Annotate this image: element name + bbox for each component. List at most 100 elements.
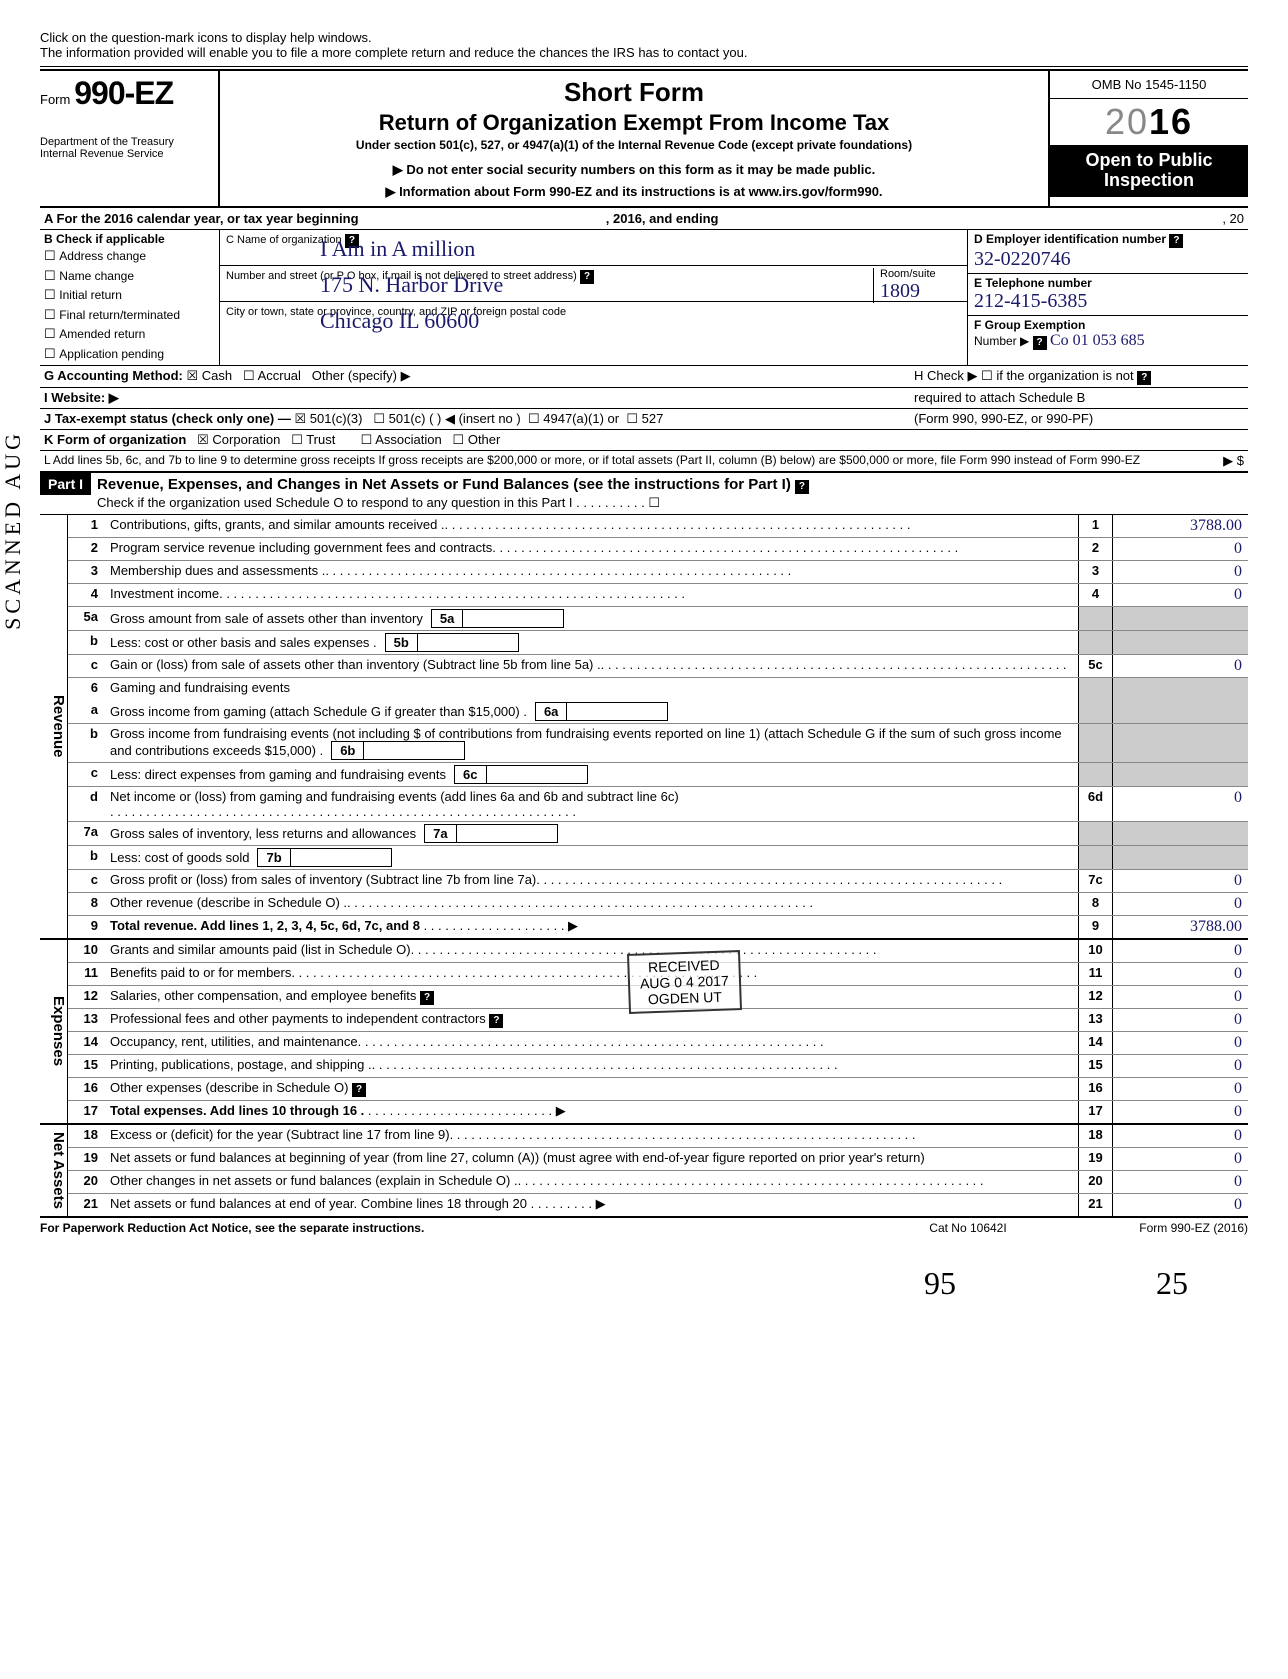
line-6: Gaming and fundraising events — [106, 678, 1078, 700]
chk-name-change[interactable]: Name change — [44, 266, 215, 286]
line-15-value: 0 — [1113, 1055, 1248, 1077]
top-note-1: Click on the question-mark icons to disp… — [40, 30, 372, 45]
omb-number: OMB No 1545-1150 — [1050, 71, 1248, 99]
rb-num: 3 — [1079, 561, 1113, 583]
line-1-value: 3788.00 — [1113, 515, 1248, 537]
line-num: 10 — [68, 940, 106, 962]
line-9-value: 3788.00 — [1113, 916, 1248, 938]
line-num: 11 — [68, 963, 106, 985]
rb-num: 6d — [1079, 787, 1113, 821]
rb-num: 13 — [1079, 1009, 1113, 1031]
chk-527[interactable]: 527 — [626, 411, 663, 426]
line-num: d — [68, 787, 106, 821]
line-num: 17 — [68, 1101, 106, 1123]
rb-num: 11 — [1079, 963, 1113, 985]
chk-trust[interactable]: Trust — [291, 432, 335, 447]
help-icon[interactable]: ? — [1033, 336, 1047, 350]
accounting-other: Other (specify) ▶ — [312, 368, 411, 383]
line-14-value: 0 — [1113, 1032, 1248, 1054]
line-num: 16 — [68, 1078, 106, 1100]
line-3-value: 0 — [1113, 561, 1248, 583]
line-8: Other revenue (describe in Schedule O) . — [106, 893, 1078, 915]
line-16: Other expenses (describe in Schedule O) … — [106, 1078, 1078, 1100]
line-13-value: 0 — [1113, 1009, 1248, 1031]
ein-value: 32-0220746 — [974, 248, 1071, 270]
do-not-enter: ▶ Do not enter social security numbers o… — [230, 162, 1038, 178]
chk-address-change[interactable]: Address change — [44, 246, 215, 266]
info-about: ▶ Information about Form 990-EZ and its … — [230, 184, 1038, 200]
line-num: b — [68, 846, 106, 869]
chk-4947[interactable]: 4947(a)(1) or — [528, 411, 619, 426]
sub-5a-value — [463, 610, 563, 627]
line-20-value: 0 — [1113, 1171, 1248, 1193]
help-icon[interactable]: ? — [489, 1014, 503, 1028]
row-h-1: H Check ▶ ☐ if the organization is not — [914, 368, 1134, 383]
row-a-right: , 20 — [1048, 208, 1248, 229]
chk-initial-return[interactable]: Initial return — [44, 285, 215, 305]
help-icon[interactable]: ? — [795, 480, 809, 494]
row-j-label: J Tax-exempt status (check only one) — — [44, 411, 291, 426]
grp-label: F Group Exemption — [974, 318, 1085, 332]
chk-application-pending[interactable]: Application pending — [44, 344, 215, 364]
chk-corporation[interactable]: Corporation — [197, 432, 280, 447]
help-icon[interactable]: ? — [1137, 371, 1151, 385]
scanned-stamp: SCANNED AUG — [0, 430, 26, 630]
under-section: Under section 501(c), 527, or 4947(a)(1)… — [230, 138, 1038, 152]
line-num: 8 — [68, 893, 106, 915]
insert-no: ) ◀ (insert no ) — [437, 411, 521, 426]
return-title: Return of Organization Exempt From Incom… — [230, 110, 1038, 136]
sub-num: 7b — [258, 849, 290, 866]
chk-501c3[interactable]: 501(c)(3) — [294, 411, 362, 426]
tel-value: 212-415-6385 — [974, 290, 1087, 312]
sub-num: 6a — [536, 703, 567, 720]
line-num: 6 — [68, 678, 106, 700]
grp-value: Co 01 053 685 — [1050, 332, 1145, 349]
line-2: Program service revenue including govern… — [106, 538, 1078, 560]
sub-num: 5b — [386, 634, 418, 651]
line-11-value: 0 — [1113, 963, 1248, 985]
line-4-value: 0 — [1113, 584, 1248, 606]
dept-irs: Internal Revenue Service — [40, 148, 212, 160]
line-6d: Net income or (loss) from gaming and fun… — [106, 787, 1078, 821]
tel-label: E Telephone number — [974, 276, 1092, 290]
part1-label: Part I — [40, 473, 91, 495]
rb-num: 16 — [1079, 1078, 1113, 1100]
bottom-hand-1: 95 — [924, 1265, 956, 1302]
line-num: 18 — [68, 1125, 106, 1147]
rb-num: 7c — [1079, 870, 1113, 892]
line-14: Occupancy, rent, utilities, and maintena… — [106, 1032, 1078, 1054]
row-a-mid: , 2016, and ending — [606, 211, 719, 226]
chk-501c[interactable]: 501(c) ( — [373, 411, 433, 426]
sidebar-revenue: Revenue — [40, 515, 68, 938]
chk-amended-return[interactable]: Amended return — [44, 324, 215, 344]
sub-num: 7a — [425, 825, 456, 842]
line-6d-value: 0 — [1113, 787, 1248, 821]
rb-num: 17 — [1079, 1101, 1113, 1123]
row-g-label: G Accounting Method: — [44, 368, 183, 383]
form-label: Form — [40, 92, 70, 107]
city-value: Chicago IL 60600 — [320, 308, 479, 334]
chk-association[interactable]: Association — [361, 432, 442, 447]
help-icon[interactable]: ? — [1169, 234, 1183, 248]
rb-num: 20 — [1079, 1171, 1113, 1193]
line-17: Total expenses. Add lines 10 through 16 … — [106, 1101, 1078, 1123]
line-19-value: 0 — [1113, 1148, 1248, 1170]
chk-other-org[interactable]: Other — [453, 432, 501, 447]
line-19: Net assets or fund balances at beginning… — [106, 1148, 1078, 1170]
line-num: 14 — [68, 1032, 106, 1054]
line-5c-value: 0 — [1113, 655, 1248, 677]
chk-accrual[interactable]: Accrual — [243, 368, 301, 383]
help-icon[interactable]: ? — [580, 270, 594, 284]
line-7b: Less: cost of goods sold7b — [106, 846, 1078, 869]
chk-cash[interactable]: Cash — [187, 368, 233, 383]
help-icon[interactable]: ? — [352, 1083, 366, 1097]
room-label: Room/suite — [880, 268, 936, 280]
rb-num: 4 — [1079, 584, 1113, 606]
line-num: 19 — [68, 1148, 106, 1170]
help-icon[interactable]: ? — [420, 991, 434, 1005]
row-h-2: required to attach Schedule B — [914, 390, 1085, 405]
rb-num: 21 — [1079, 1194, 1113, 1216]
line-num: 15 — [68, 1055, 106, 1077]
rb-num: 14 — [1079, 1032, 1113, 1054]
chk-final-return[interactable]: Final return/terminated — [44, 305, 215, 325]
